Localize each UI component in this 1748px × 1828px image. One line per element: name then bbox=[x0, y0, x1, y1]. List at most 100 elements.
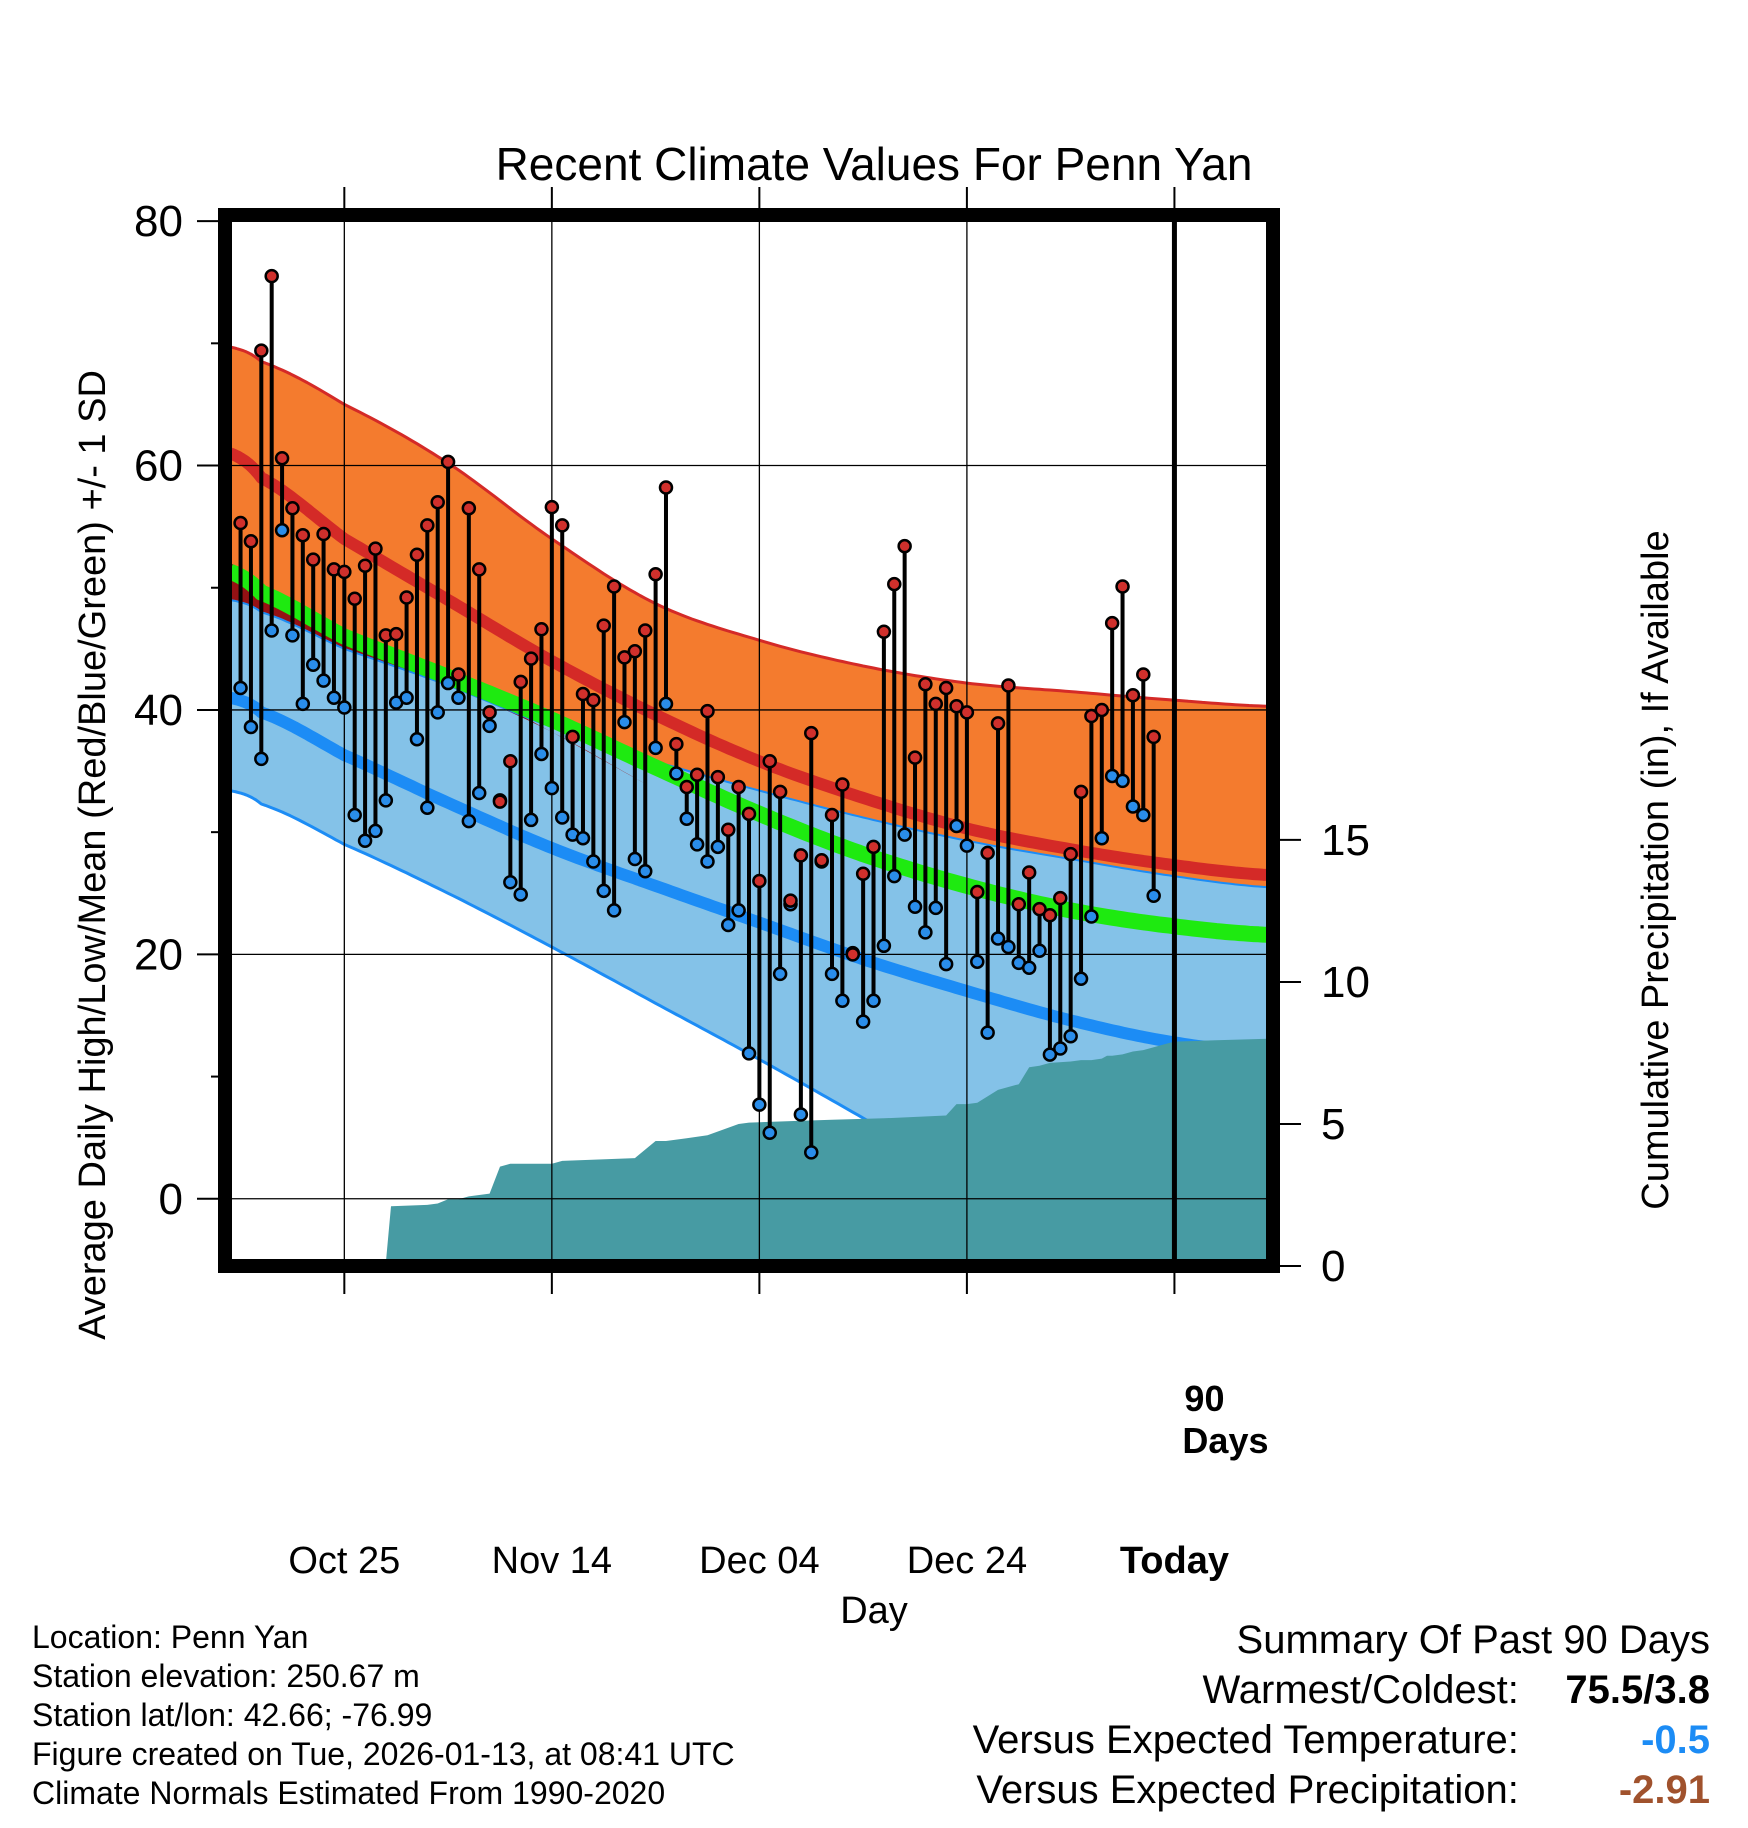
high-point bbox=[305, 552, 321, 567]
high-point bbox=[1053, 890, 1068, 906]
low-point bbox=[980, 1025, 995, 1040]
high-point bbox=[1042, 908, 1058, 923]
high-point bbox=[617, 650, 632, 665]
low-point bbox=[347, 807, 362, 823]
high-point bbox=[409, 547, 425, 562]
high-point bbox=[1073, 784, 1089, 800]
high-point bbox=[741, 806, 757, 822]
high-point bbox=[887, 576, 902, 592]
high-point bbox=[534, 622, 549, 637]
low-point bbox=[554, 810, 570, 825]
high-point bbox=[720, 822, 736, 837]
high-point bbox=[440, 454, 456, 470]
low-point bbox=[1021, 960, 1037, 976]
low-point bbox=[337, 700, 352, 715]
y-tick-label: 0 bbox=[159, 1175, 183, 1224]
low-point bbox=[606, 903, 622, 918]
y2-tick-label: 15 bbox=[1321, 816, 1370, 865]
high-point bbox=[804, 725, 819, 741]
high-point bbox=[243, 534, 259, 549]
low-point bbox=[1073, 971, 1089, 987]
y2-axis-label: Cumulative Precipitation (in), If Availa… bbox=[1635, 530, 1677, 1209]
low-point bbox=[326, 690, 342, 705]
high-point bbox=[596, 618, 611, 633]
low-point bbox=[938, 956, 954, 972]
low-point bbox=[876, 938, 892, 954]
low-point bbox=[669, 766, 684, 781]
low-point bbox=[523, 812, 539, 828]
low-point bbox=[1053, 1041, 1068, 1056]
high-point bbox=[1032, 901, 1047, 917]
plot-inner bbox=[225, 215, 1273, 1266]
high-point bbox=[990, 716, 1006, 731]
high-point bbox=[658, 480, 674, 495]
high-point bbox=[430, 494, 445, 510]
high-point bbox=[731, 779, 746, 795]
low-point bbox=[689, 837, 705, 852]
high-point bbox=[461, 501, 477, 516]
high-point bbox=[970, 884, 985, 900]
y2-tick-label: 10 bbox=[1321, 958, 1370, 1007]
high-point bbox=[544, 499, 560, 515]
high-point bbox=[1084, 708, 1099, 724]
high-point bbox=[285, 501, 300, 516]
high-point bbox=[388, 626, 404, 642]
low-point bbox=[1001, 939, 1016, 955]
low-point bbox=[534, 746, 549, 762]
low-point bbox=[1146, 888, 1161, 903]
temp-anomaly-label: Versus Expected Temperature: bbox=[972, 1718, 1519, 1762]
low-point bbox=[887, 868, 902, 884]
low-point bbox=[804, 1145, 819, 1160]
high-point bbox=[762, 754, 778, 769]
low-point bbox=[824, 966, 840, 982]
high-point bbox=[928, 696, 944, 712]
y2-tick-label: 5 bbox=[1321, 1100, 1345, 1149]
high-point bbox=[835, 777, 850, 792]
low-point bbox=[440, 675, 456, 691]
daily-stems bbox=[238, 276, 1156, 1153]
low-point bbox=[866, 993, 881, 1009]
low-point bbox=[1115, 773, 1130, 789]
warmest-value: 75.5/3.8 bbox=[1565, 1668, 1710, 1712]
high-point bbox=[586, 692, 601, 708]
temp-anomaly-value: -0.5 bbox=[1641, 1718, 1710, 1762]
low-point bbox=[772, 966, 788, 982]
high-point bbox=[1001, 678, 1016, 693]
low-point bbox=[451, 690, 466, 705]
high-point bbox=[700, 703, 715, 719]
high-point bbox=[1104, 615, 1120, 631]
low-point bbox=[1042, 1047, 1058, 1062]
low-point bbox=[949, 818, 964, 834]
today-days-number: 90 bbox=[1184, 1378, 1224, 1419]
y-tick-label: 40 bbox=[134, 686, 183, 735]
low-point bbox=[482, 718, 497, 734]
high-point bbox=[1011, 897, 1027, 912]
high-point bbox=[866, 839, 881, 855]
latlon-text: Station lat/lon: 42.66; -76.99 bbox=[32, 1697, 433, 1733]
high-point bbox=[492, 794, 508, 809]
low-point bbox=[254, 751, 269, 767]
low-point bbox=[544, 780, 560, 796]
high-point bbox=[897, 538, 912, 554]
high-point bbox=[710, 769, 726, 785]
axes: 0 20 40 60 80 0 5 10 15 Oct 25 Nov 14 Dec 04 Dec 24 T… bbox=[134, 187, 1370, 1582]
location-text: Location: Penn Yan bbox=[32, 1619, 309, 1655]
high-point bbox=[274, 450, 290, 466]
low-point bbox=[679, 811, 694, 826]
low-point bbox=[295, 696, 311, 712]
low-point bbox=[357, 833, 373, 848]
low-point bbox=[264, 623, 279, 638]
high-point bbox=[513, 674, 528, 690]
y-tick-label: 80 bbox=[134, 197, 183, 246]
high-point bbox=[503, 754, 518, 769]
high-point bbox=[1136, 667, 1151, 682]
high-point bbox=[316, 526, 331, 542]
low-point bbox=[1084, 909, 1099, 924]
high-point bbox=[907, 750, 923, 765]
x-axis-label: Day bbox=[840, 1590, 908, 1632]
high-point bbox=[949, 699, 964, 714]
low-point bbox=[855, 1014, 871, 1029]
low-point bbox=[285, 628, 300, 643]
summary-title: Summary Of Past 90 Days bbox=[1236, 1618, 1710, 1662]
